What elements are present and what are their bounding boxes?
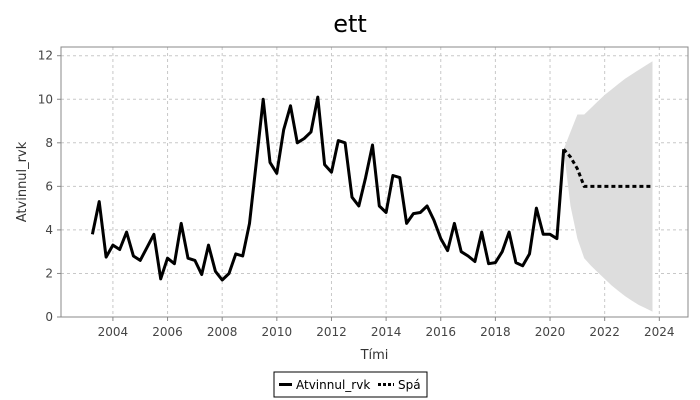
legend-label-forecast: Spá xyxy=(398,378,421,392)
axes: 2004 2006 2008 2010 2012 2014 2016 2018 2020 2022… xyxy=(38,49,675,339)
x-tick-label: 2014 xyxy=(371,325,402,339)
y-tick-label: 8 xyxy=(45,136,53,150)
legend-label-actual: Atvinnul_rvk xyxy=(296,378,370,392)
x-tick-label: 2022 xyxy=(589,325,620,339)
y-tick-label: 6 xyxy=(45,179,53,193)
legend-box xyxy=(273,371,428,398)
series-line-forecast xyxy=(562,148,653,188)
x-tick-label: 2020 xyxy=(535,325,566,339)
y-tick-label: 2 xyxy=(45,266,53,280)
x-tick-label: 2004 xyxy=(98,325,129,339)
y-tick-label: 0 xyxy=(45,310,53,324)
x-axis-label: Tími xyxy=(360,348,389,363)
y-tick-label: 12 xyxy=(38,49,53,63)
series-layer xyxy=(90,95,653,282)
x-tick-label: 2016 xyxy=(425,325,456,339)
chart-title: ett xyxy=(333,10,367,38)
x-tick-label: 2018 xyxy=(480,325,511,339)
y-axis-label: Atvinnul_rvk xyxy=(15,141,30,222)
x-tick-label: 2024 xyxy=(644,325,675,339)
legend: Atvinnul_rvk Spá xyxy=(273,371,428,398)
x-tick-label: 2012 xyxy=(316,325,347,339)
plot-frame xyxy=(60,46,689,318)
y-tick-label: 4 xyxy=(45,223,53,237)
y-tick-label: 10 xyxy=(38,92,53,106)
series-line-actual xyxy=(90,95,566,282)
x-tick-label: 2010 xyxy=(262,325,293,339)
x-tick-label: 2008 xyxy=(207,325,238,339)
x-tick-label: 2006 xyxy=(152,325,183,339)
